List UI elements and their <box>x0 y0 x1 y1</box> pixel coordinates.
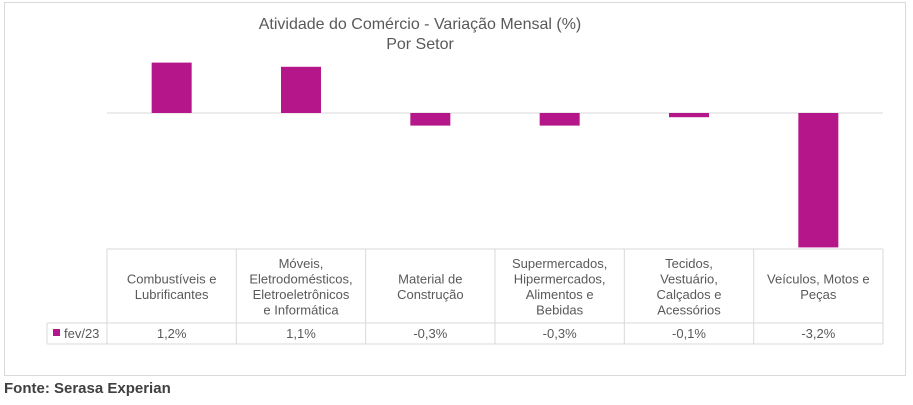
category-label-line: e Informática <box>263 302 339 317</box>
category-label-line: Tecidos, <box>665 256 713 271</box>
category-label-line: Lubrificantes <box>135 287 209 302</box>
category-label-line: Combustíveis e <box>127 271 217 286</box>
category-label-line: Alimentos e <box>526 287 594 302</box>
bar-3 <box>410 113 451 126</box>
bar-5 <box>669 113 709 118</box>
value-label-3: -0,3% <box>413 326 447 341</box>
category-label-line: Material de <box>398 271 462 286</box>
category-label-2: Móveis, Eletrodomésticos, Eletroeletrônico… <box>249 256 352 318</box>
value-label-4: -0,3% <box>543 326 577 341</box>
source-note: Fonte: Serasa Experian <box>4 380 171 397</box>
category-label-line: Móveis, <box>279 256 324 271</box>
category-label-line: Acessórios <box>657 302 721 317</box>
category-label-1: Combustíveis e Lubrificantes <box>127 271 217 302</box>
category-label-line: Calçados e <box>656 287 721 302</box>
category-label-line: Eletroeletrônicos <box>253 287 350 302</box>
chart-title: Atividade do Comércio - Variação Mensal … <box>259 16 582 33</box>
category-label-line: Vestuário, <box>660 271 718 286</box>
chart-frame: Atividade do Comércio - Variação Mensal … <box>4 2 906 376</box>
bar-2 <box>281 66 321 113</box>
category-label-line: Supermercados, <box>512 256 607 271</box>
bar-4 <box>539 113 580 126</box>
category-label-line: Construção <box>397 287 463 302</box>
category-label-6: Veículos, Motos e Peças <box>767 271 870 302</box>
category-label-line: Veículos, Motos e <box>767 271 870 286</box>
bar-6 <box>798 113 839 248</box>
category-label-line: Hipermercados, <box>514 271 606 286</box>
value-label-5: -0,1% <box>672 326 706 341</box>
legend-series-name: fev/23 <box>64 326 99 341</box>
value-label-6: -3,2% <box>801 326 835 341</box>
legend-swatch <box>53 329 60 336</box>
chart-subtitle: Por Setor <box>386 36 454 53</box>
value-label-1: 1,2% <box>157 326 187 341</box>
category-label-5: Tecidos, Vestuário, Calçados e Acessórios <box>656 256 721 318</box>
category-label-3: Material de Construção <box>397 271 463 302</box>
category-label-line: Bebidas <box>536 302 583 317</box>
bar-chart: Atividade do Comércio - Variação Mensal … <box>46 16 884 345</box>
bar-1 <box>151 62 192 113</box>
value-label-2: 1,1% <box>286 326 316 341</box>
category-label-line: Eletrodomésticos, <box>249 271 352 286</box>
category-label-line: Peças <box>800 287 837 302</box>
plot-area <box>107 62 883 248</box>
